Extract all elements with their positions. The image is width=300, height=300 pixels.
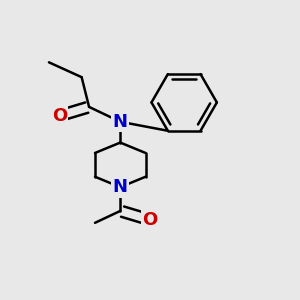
- Text: O: O: [142, 211, 158, 229]
- Text: N: N: [113, 113, 128, 131]
- Text: O: O: [52, 107, 67, 125]
- Text: N: N: [113, 178, 128, 196]
